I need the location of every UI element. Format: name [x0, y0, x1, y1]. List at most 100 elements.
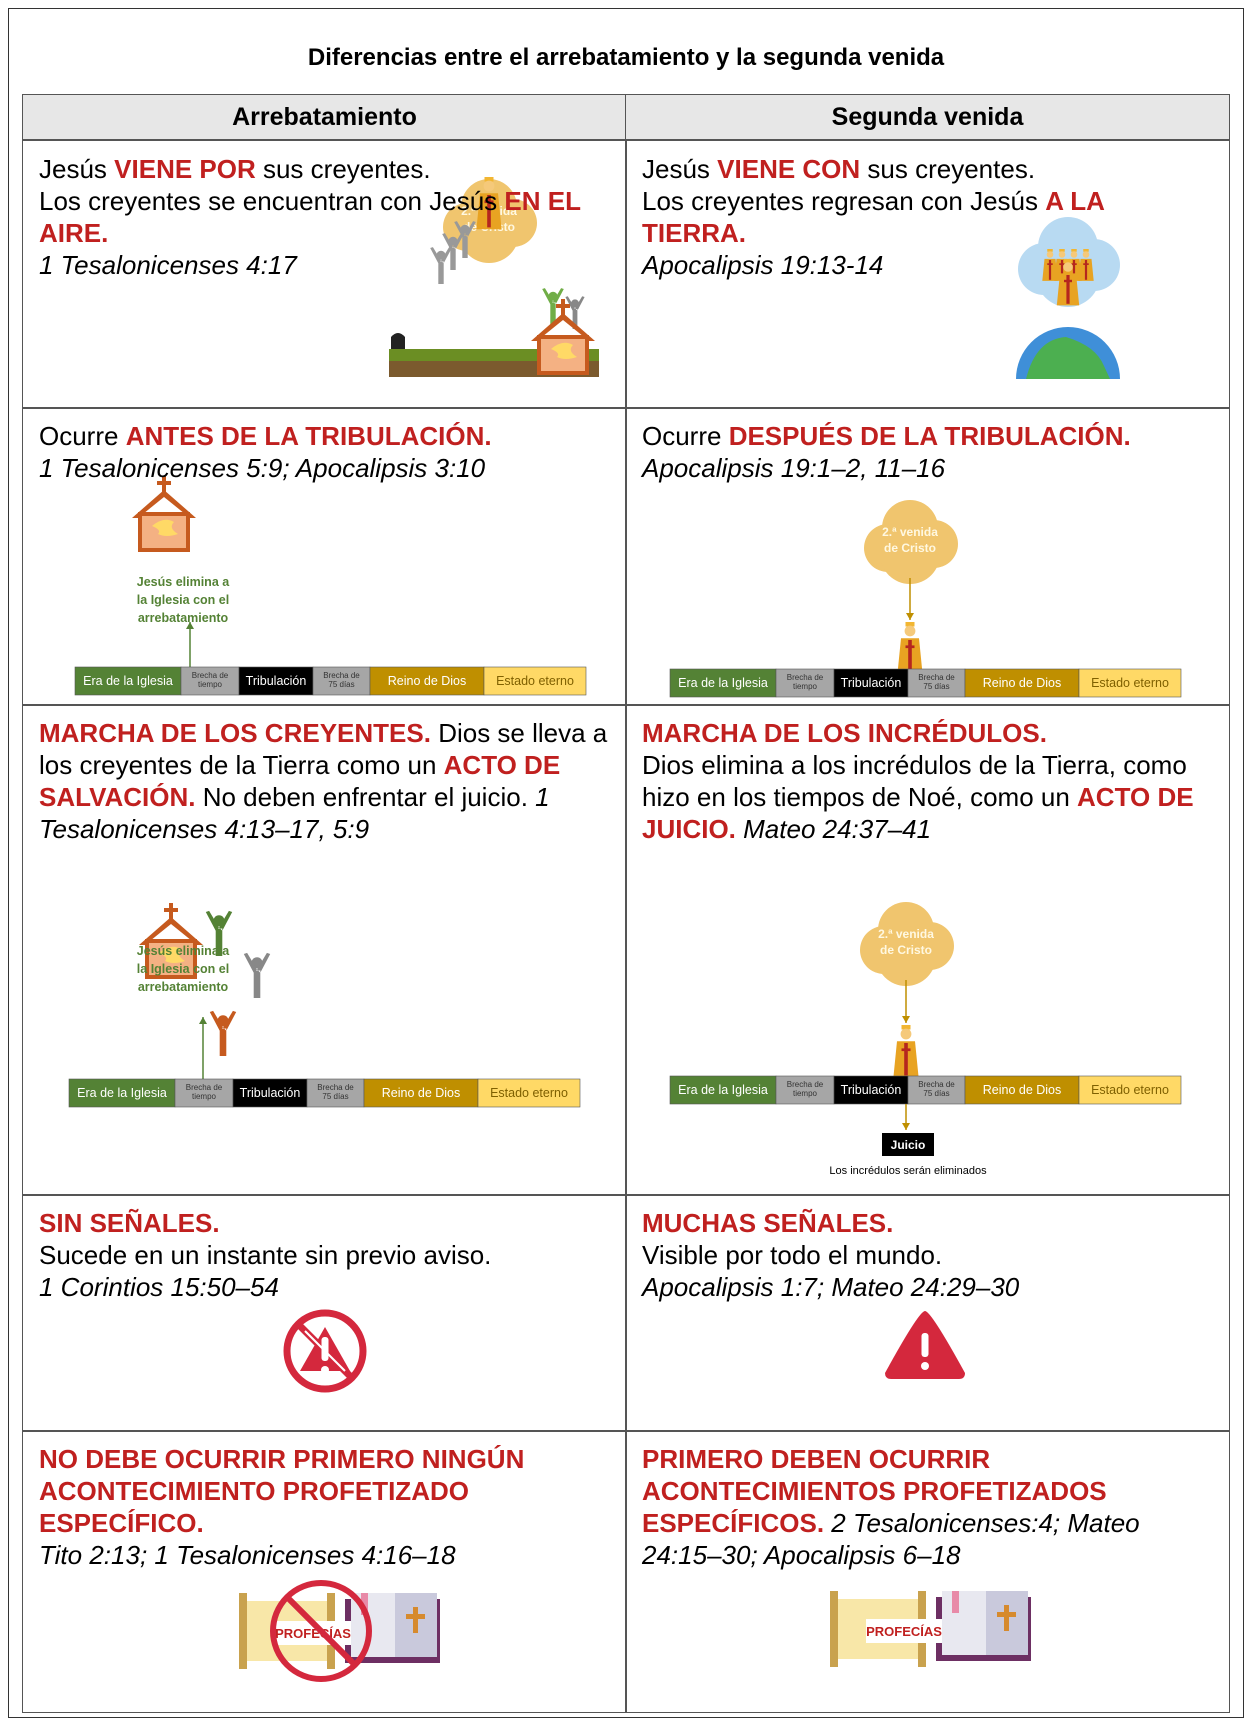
body: [209, 1010, 237, 1056]
sash: [487, 195, 491, 228]
sash: [1072, 260, 1076, 280]
cell-illustration: [885, 1311, 965, 1379]
text-run: MUCHAS SEÑALES.: [642, 1208, 894, 1238]
text-run: Dios elimina a los incrédulos de la Tier…: [642, 750, 1187, 812]
church-caption: arrebatamiento: [138, 611, 229, 625]
arrow-head: [186, 622, 194, 629]
timeline-segment: [477, 1078, 581, 1108]
jesus-icon: [1078, 249, 1094, 281]
text-run: ANTES DE LA TRIBULACIÓN.: [125, 421, 492, 451]
crown: [1047, 249, 1053, 252]
prophecy-icon: PROFECÍAS: [239, 1580, 440, 1682]
person-icon: [243, 952, 271, 998]
timeline-label: Reino de Dios: [382, 1086, 461, 1100]
exclamation: [921, 1333, 929, 1357]
cloud-puff: [459, 203, 519, 263]
text-run: Jesús: [39, 154, 115, 184]
church-caption: la Iglesia con el: [137, 593, 229, 607]
judgment-label: Juicio: [891, 1138, 926, 1152]
timeline-label: Brecha de: [787, 1080, 824, 1089]
cell-illustration: [1016, 217, 1120, 379]
cell-paragraph: Dios elimina a los incrédulos de la Tier…: [642, 749, 1213, 845]
church-cross: [556, 304, 570, 308]
sash: [1060, 260, 1064, 280]
no-slash: [284, 1594, 358, 1668]
text-run: Ocurre: [642, 421, 729, 451]
timeline-label: Estado eterno: [1091, 1083, 1169, 1097]
text-run: Los creyentes se encuentran con Jesús: [39, 186, 505, 216]
table-cell: MUCHAS SEÑALES. Visible por todo el mundo…: [625, 1194, 1230, 1432]
timeline-label: Estado eterno: [490, 1086, 568, 1100]
text-run: 1 Tesalonicenses 4:17: [39, 250, 297, 280]
timeline-label: Era de la Iglesia: [678, 676, 768, 690]
text-run: A LA TIERRA.: [642, 186, 1104, 248]
cell-illustration: Jesús elimina a la Iglesia con el arrebata…: [74, 476, 587, 696]
timeline-label: Reino de Dios: [983, 676, 1062, 690]
scroll-rod: [239, 1593, 247, 1669]
head: [900, 1028, 912, 1040]
book-cross: [1004, 1605, 1009, 1631]
text-run: Apocalipsis 1:7; Mateo 24:29–30: [642, 1272, 1020, 1302]
arrow-head: [902, 1016, 910, 1023]
timeline-label: 75 días: [328, 680, 354, 689]
cell-paragraph: Ocurre ANTES DE LA TRIBULACIÓN.: [39, 420, 610, 452]
crown: [484, 177, 494, 182]
no-sign: [283, 1309, 367, 1393]
table-cell: 2.ª venida de Cristo Era de la Iglesia Brec…: [625, 704, 1230, 1196]
judgment-box: [882, 1133, 934, 1156]
timeline-label: Tribulación: [246, 674, 307, 688]
head: [1046, 251, 1054, 258]
grave: [391, 333, 405, 349]
cell-paragraph: Apocalipsis 19:1–2, 11–16: [642, 452, 1213, 484]
cloud-caption: de Cristo: [880, 943, 932, 957]
cell-paragraph: PRIMERO DEBEN OCURRIR ACONTECIMIENTOS PR…: [642, 1443, 1213, 1571]
timeline-label: Brecha de: [787, 673, 824, 682]
timeline-label: Tribulación: [841, 1083, 902, 1097]
timeline-segment: [363, 1078, 479, 1108]
cell-paragraph: Sucede en un instante sin previo aviso.: [39, 1239, 610, 1271]
jesus-icon: [1042, 249, 1058, 281]
book-cross: [997, 1612, 1016, 1617]
column-header: Segunda venida: [625, 94, 1230, 140]
cell-paragraph: Tito 2:13; 1 Tesalonicenses 4:16–18: [39, 1539, 610, 1571]
bookmark: [361, 1593, 368, 1615]
timeline-segment: [775, 668, 835, 698]
jesus-icon: [1056, 259, 1080, 306]
scroll-rod: [830, 1591, 838, 1667]
table-cell: Jesús elimina a la Iglesia con el arrebata…: [22, 704, 627, 1196]
text-run: VIENE CON: [717, 154, 861, 184]
text-run: No deben enfrentar el juicio.: [195, 782, 536, 812]
timeline-label: 75 días: [322, 1092, 348, 1101]
cell-illustration: Jesús elimina a la Iglesia con el arrebata…: [68, 903, 581, 1108]
body: [243, 952, 271, 998]
church-icon: [132, 476, 196, 552]
cross: [1064, 279, 1072, 283]
timeline-label: Brecha de: [918, 1080, 955, 1089]
timeline-segment: [1078, 668, 1182, 698]
sash: [1066, 275, 1070, 304]
cell-paragraph: Ocurre DESPUÉS DE LA TRIBULACIÓN.: [642, 420, 1213, 452]
person-icon: [442, 233, 464, 270]
text-run: PRIMERO DEBEN OCURRIR ACONTECIMIENTOS PR…: [642, 1444, 1107, 1538]
timeline-segment: [232, 1078, 308, 1108]
text-run: Apocalipsis 19:1–2, 11–16: [642, 453, 946, 483]
book-cross: [406, 1614, 425, 1619]
cloud-puff: [880, 524, 940, 584]
timeline-label: Tribulación: [240, 1086, 301, 1100]
timeline-label: Estado eterno: [1091, 676, 1169, 690]
crown: [905, 622, 915, 627]
exclamation-dot: [321, 1366, 329, 1374]
text-run: Visible por todo el mundo.: [642, 1240, 943, 1270]
timeline-label: Brecha de: [192, 671, 229, 680]
arrow-head: [199, 1017, 207, 1024]
table-title: Diferencias entre el arrebatamiento y la…: [307, 44, 945, 71]
jesus-icon: [893, 1025, 919, 1078]
crown: [1064, 259, 1072, 263]
text-run: 2 Tesalonicenses:4; Mateo 24:15–30; Apoc…: [642, 1508, 1140, 1570]
head: [1058, 251, 1066, 258]
table-cell: SIN SEÑALES. Sucede en un instante sin pr…: [22, 1194, 627, 1432]
column-header: Arrebatamiento: [22, 94, 627, 140]
church-caption: Jesús elimina a: [137, 575, 230, 589]
